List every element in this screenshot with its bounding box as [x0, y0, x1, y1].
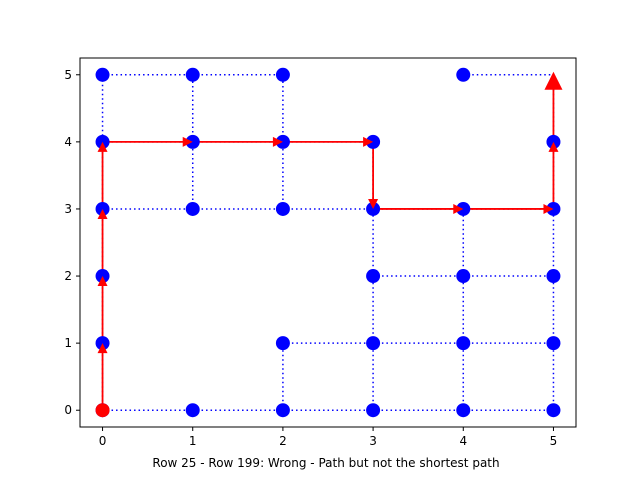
node-4-0 — [456, 403, 471, 418]
path-arrow-1 — [97, 343, 108, 354]
node-2-1 — [275, 336, 290, 351]
path-arrow-5 — [182, 136, 193, 147]
x-axis-label: Row 25 - Row 199: Wrong - Path but not t… — [152, 456, 499, 470]
node-4-2 — [456, 269, 471, 284]
node-5-0 — [546, 403, 561, 418]
x-tick-label-5: 5 — [550, 434, 558, 448]
path-arrow-6 — [272, 136, 283, 147]
node-5-1 — [546, 336, 561, 351]
end-arrow — [544, 71, 563, 90]
x-tick-label-3: 3 — [369, 434, 377, 448]
x-axis-ticks: 0 1 2 3 4 5 — [99, 427, 558, 448]
node-3-2 — [366, 269, 381, 284]
x-tick-label-4: 4 — [459, 434, 467, 448]
node-2-3 — [275, 201, 290, 216]
x-tick-label-2: 2 — [279, 434, 287, 448]
grid-edges — [101, 74, 555, 411]
node-1-0 — [185, 403, 200, 418]
y-tick-label-5: 5 — [64, 68, 72, 82]
y-tick-label-0: 0 — [64, 403, 72, 417]
path-arrow-11 — [548, 141, 559, 152]
plot-frame — [79, 57, 577, 428]
path-arrow-10 — [543, 203, 554, 214]
node-4-5 — [456, 67, 471, 82]
node-1-3 — [185, 201, 200, 216]
path-arrows — [97, 71, 563, 354]
y-tick-label-3: 3 — [64, 202, 72, 216]
node-1-5 — [185, 67, 200, 82]
graph-nodes — [95, 67, 561, 418]
y-tick-label-1: 1 — [64, 336, 72, 350]
start-node — [95, 403, 110, 418]
path-arrow-4 — [97, 141, 108, 152]
y-axis-ticks: 0 1 2 3 4 5 — [64, 68, 80, 417]
node-3-1 — [366, 336, 381, 351]
node-2-0 — [275, 403, 290, 418]
node-4-1 — [456, 336, 471, 351]
y-tick-label-4: 4 — [64, 135, 72, 149]
y-tick-label-2: 2 — [64, 269, 72, 283]
node-3-0 — [366, 403, 381, 418]
x-tick-label-1: 1 — [189, 434, 197, 448]
path-arrow-9 — [453, 203, 464, 214]
node-0-5 — [95, 67, 110, 82]
x-tick-label-0: 0 — [99, 434, 107, 448]
node-5-2 — [546, 269, 561, 284]
path-arrow-2 — [97, 276, 108, 287]
path-arrow-7 — [363, 136, 374, 147]
path-segments — [101, 74, 555, 411]
path-arrow-8 — [368, 198, 379, 209]
path-arrow-3 — [97, 208, 108, 219]
node-2-5 — [275, 67, 290, 82]
